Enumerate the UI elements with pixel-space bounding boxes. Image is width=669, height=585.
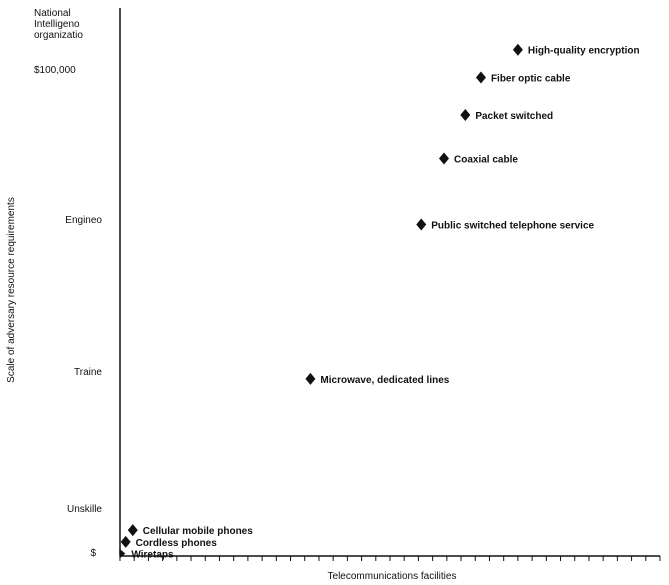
data-point-label: Cordless phones: [136, 538, 218, 549]
data-point-label: High-quality encryption: [528, 46, 640, 57]
x-axis-title: Telecommunications facilities: [328, 571, 457, 582]
data-point-label: Microwave, dedicated lines: [320, 375, 449, 386]
data-point-marker: [305, 372, 316, 385]
data-point-marker: [512, 43, 523, 56]
y-axis-title: Scale of adversary resource requirements: [6, 197, 17, 383]
y-tick-label: $: [90, 548, 96, 559]
y-tick-label: $100,000: [34, 65, 76, 76]
y-tick-labels: $ Unskille Traine Engineo $100,000 National In…: [34, 8, 102, 559]
y-tick-label: Unskille: [67, 504, 102, 515]
data-point-label: Public switched telephone service: [431, 221, 594, 232]
data-point-marker: [127, 524, 138, 537]
data-point-marker: [416, 218, 427, 231]
data-point-marker: [475, 71, 486, 84]
data-point-marker: [119, 548, 126, 559]
data-point-marker: [460, 109, 471, 121]
data-point-label: Packet switched: [475, 111, 553, 122]
data-point-label: Cellular mobile phones: [143, 526, 253, 537]
y-tick-label: National Intelligeno organizatio: [34, 8, 83, 41]
data-point-label: Coaxial cable: [454, 155, 518, 166]
data-point-label: Fiber optic cable: [491, 74, 571, 85]
x-tick-marks: [119, 556, 661, 561]
y-tick-label: Engineo: [65, 215, 102, 226]
data-point-marker: [439, 152, 449, 165]
data-point-marker: [120, 535, 131, 548]
y-tick-label: Traine: [74, 367, 102, 378]
data-point-label: Wiretaps: [131, 550, 174, 561]
